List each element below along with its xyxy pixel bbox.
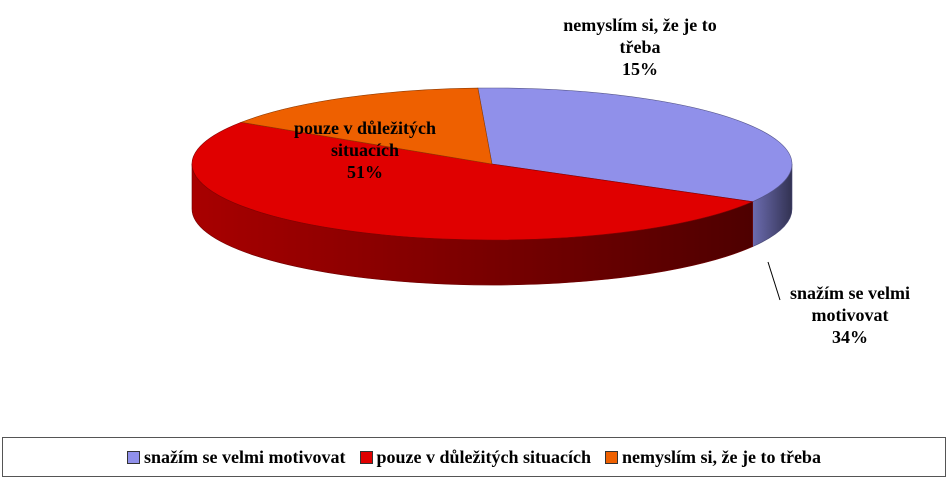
legend: snažím se velmi motivovat pouze v důležit…: [2, 437, 946, 477]
legend-swatch: [359, 450, 373, 464]
slice-label-value: 15%: [622, 59, 658, 79]
leader-line: [767, 261, 781, 301]
legend-swatch: [605, 450, 618, 464]
pie-slice: [191, 121, 754, 241]
legend-label: nemyslím si, že je to třeba: [622, 446, 821, 467]
slice-label-value: 34%: [832, 327, 868, 347]
legend-swatch: [127, 450, 141, 464]
legend-item: nemyslím si, že je to třeba: [605, 447, 821, 468]
legend-label: snažím se velmi motivovat: [144, 446, 346, 467]
legend-item: snažím se velmi motivovat: [127, 446, 346, 468]
slice-label-name: pouze v důležitých situacích: [294, 118, 436, 160]
slice-label: snažím se velmi motivovat 34%: [780, 282, 920, 348]
slice-label-name: snažím se velmi motivovat: [790, 283, 910, 325]
legend-item: pouze v důležitých situacích: [359, 446, 592, 468]
legend-label: pouze v důležitých situacích: [376, 446, 592, 467]
slice-label: pouze v důležitých situacích 51%: [265, 117, 465, 183]
slice-label-value: 51%: [347, 162, 383, 182]
slice-label: nemyslím si, že je to třeba 15%: [545, 14, 735, 80]
pie-slice: [240, 87, 493, 165]
slice-label-name: nemyslím si, že je to třeba: [563, 15, 717, 57]
